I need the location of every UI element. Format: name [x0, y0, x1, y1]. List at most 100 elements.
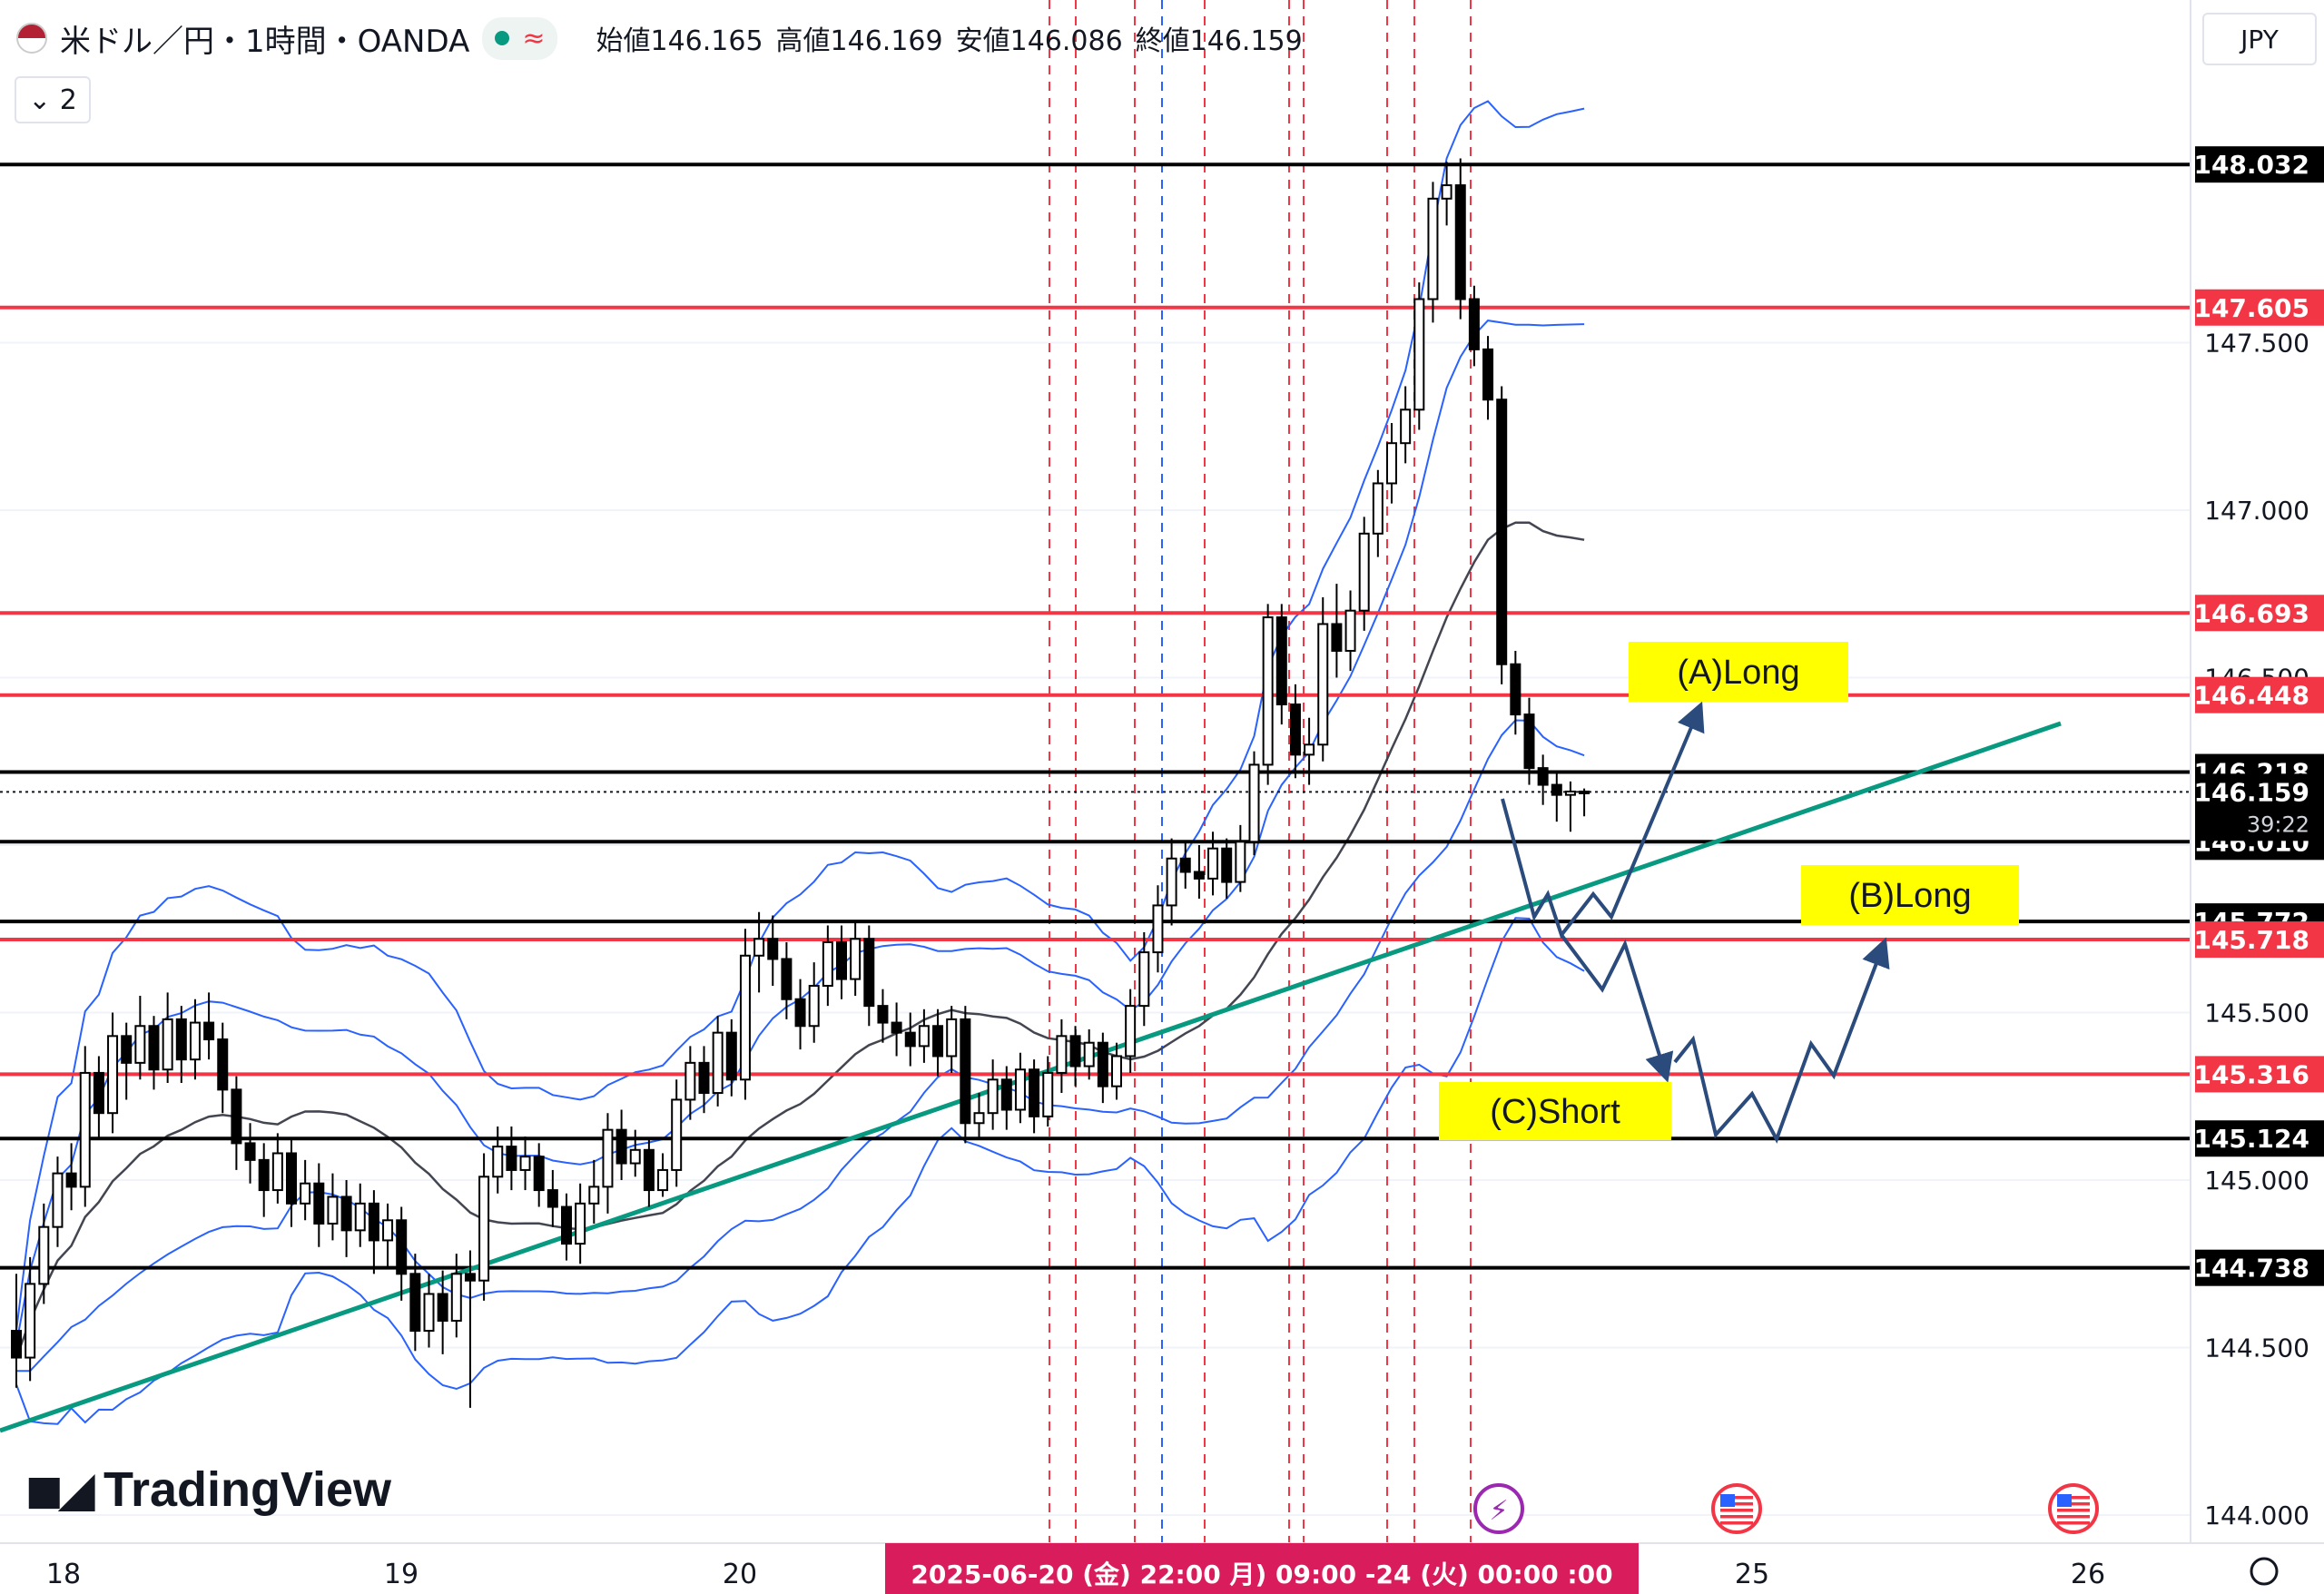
price-axis[interactable]: 144.000144.500145.000145.500146.000146.5… — [2190, 0, 2324, 1543]
candle-body — [1413, 298, 1425, 411]
candle-body — [1207, 847, 1219, 880]
candle-body — [533, 1156, 545, 1192]
price-tick-label: 144.500 — [2204, 1333, 2309, 1363]
candle-body — [38, 1225, 50, 1285]
candle-body — [478, 1176, 490, 1282]
candle-body — [1523, 713, 1535, 770]
us-event-canton — [2057, 1494, 2072, 1507]
candle-body — [244, 1142, 256, 1161]
us-event-stripe — [1720, 1496, 1753, 1500]
candle-body — [1400, 408, 1412, 445]
market-open-dot-icon — [495, 31, 510, 45]
price-tick-label: 145.000 — [2204, 1166, 2309, 1196]
candle-body — [1289, 704, 1301, 756]
candle-body — [300, 1182, 311, 1205]
us-event-stripe — [2057, 1496, 2090, 1500]
bolt-glyph-icon: ⚡ — [1489, 1495, 1508, 1527]
level-price-tag — [2195, 289, 2324, 326]
candle-body — [423, 1293, 435, 1333]
usd-flag-icon — [16, 23, 47, 54]
symbol-title[interactable]: 米ドル／円・1時間・OANDA — [60, 23, 470, 60]
candle-body — [368, 1202, 379, 1242]
candle-body — [52, 1172, 64, 1228]
candle-body — [575, 1202, 586, 1245]
candle-body — [1193, 871, 1205, 880]
level-price-tag — [2195, 1056, 2324, 1093]
arrow-b-long — [1673, 937, 1890, 1144]
candle-body — [1358, 532, 1370, 612]
candle-body — [409, 1273, 421, 1333]
scenario-label-box — [1439, 1082, 1671, 1140]
us-event-stripe — [2057, 1521, 2090, 1525]
level-price-tag — [2195, 1249, 2324, 1286]
candle-body — [547, 1189, 558, 1208]
countdown-label: 39:22 — [2247, 812, 2309, 837]
time-tick-label: 19 — [384, 1559, 419, 1590]
level-price-tag — [2195, 676, 2324, 713]
candle-body — [629, 1148, 641, 1165]
candle-body — [1496, 398, 1508, 665]
candle-body — [1331, 623, 1343, 652]
candle-body — [698, 1061, 710, 1095]
scenario-labels[interactable]: (A)Long (B)Long (C)Short — [1439, 642, 2019, 1140]
ohlc-readout: 始値146.165 高値146.169 安値146.086 終値146.159 — [596, 18, 1302, 58]
level-price-tag — [2195, 1120, 2324, 1157]
candle-body — [1551, 783, 1562, 796]
indicator-toggle-button[interactable]: ⌄ 2 — [15, 76, 91, 123]
scenario-label-text: (B)Long — [1848, 877, 1971, 915]
time-axis[interactable]: 18 19 20 25 26 2025-06-20 (金) 22:00 月) 09:00 … — [0, 1542, 2324, 1594]
candle-body — [340, 1196, 352, 1232]
level-price-label: 148.032 — [2193, 150, 2309, 180]
scenario-arrows[interactable] — [1501, 701, 1890, 1144]
us-event-canton — [1720, 1494, 1735, 1507]
candle-body — [1441, 184, 1452, 200]
candle-body — [175, 1018, 187, 1061]
high-value: 高値146.169 — [775, 25, 943, 57]
candle-body — [1125, 1005, 1137, 1058]
tradingview-logo: ◼◢ TradingView — [25, 1461, 391, 1518]
candle-body — [1344, 609, 1356, 652]
candle-body — [877, 1005, 889, 1024]
time-tick-label: 25 — [1735, 1559, 1769, 1590]
candle-body — [1468, 298, 1480, 350]
time-tick-label: 20 — [723, 1559, 757, 1590]
candle-body — [863, 938, 875, 1008]
candle-body — [450, 1273, 462, 1322]
close-value: 終値146.159 — [1135, 25, 1303, 57]
candle-body — [794, 998, 806, 1028]
candle-body — [1221, 847, 1233, 883]
time-tick-label: 26 — [2071, 1559, 2105, 1590]
market-status-pill[interactable]: ≈ — [482, 16, 558, 60]
last-price-tag — [2195, 773, 2324, 841]
candle-body — [808, 984, 820, 1028]
level-price-tag — [2195, 921, 2324, 959]
candle-body — [519, 1156, 531, 1171]
candle-body — [1138, 951, 1150, 1008]
candle-body — [1166, 857, 1177, 907]
candle-body — [313, 1182, 325, 1225]
candle-body — [11, 1330, 22, 1359]
scenario-label-box — [1801, 865, 2019, 925]
candle-body — [891, 1021, 902, 1034]
last-price-label: 146.159 — [2193, 777, 2309, 807]
candle-body — [189, 1021, 201, 1061]
time-tick-label: 18 — [46, 1559, 81, 1590]
candle-body — [25, 1283, 36, 1359]
candle-body — [1179, 857, 1191, 873]
price-tick-label: 144.000 — [2204, 1501, 2309, 1530]
chart-header: 米ドル／円・1時間・OANDA ≈ 始値146.165 高値146.169 安値… — [16, 13, 1303, 64]
candle-body — [932, 1025, 944, 1058]
candle-body — [1029, 1068, 1040, 1117]
candle-body — [121, 1035, 133, 1064]
scenario-label-text: (C)Short — [1490, 1093, 1620, 1131]
tradingview-logo-icon: ◼◢ — [25, 1464, 94, 1515]
event-icons[interactable]: ⚡ — [1473, 1483, 2099, 1534]
candle-body — [739, 954, 751, 1081]
candle-body — [1317, 623, 1329, 746]
candle-body — [1427, 197, 1439, 300]
currency-button[interactable]: JPY — [2202, 13, 2317, 65]
settings-gear-icon[interactable] — [2250, 1557, 2279, 1586]
us-event-stripe — [1720, 1515, 1753, 1519]
grid — [0, 341, 2191, 1516]
